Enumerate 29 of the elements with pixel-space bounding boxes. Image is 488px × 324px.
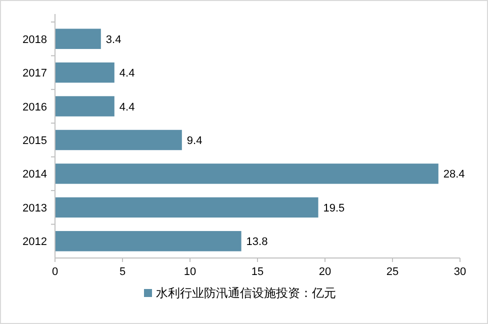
data-label: 28.4: [443, 168, 465, 181]
bar: [55, 197, 318, 218]
data-label: 13.8: [246, 236, 268, 248]
bar: [55, 130, 182, 150]
bar: [55, 62, 114, 83]
data-label: 4.4: [119, 101, 135, 114]
y-tick-label: 2018: [22, 34, 47, 46]
bar: [55, 231, 242, 252]
x-tick-label: 15: [251, 266, 264, 278]
data-label: 4.4: [119, 68, 135, 80]
y-tick-label: 2016: [22, 101, 47, 114]
bar: [55, 164, 438, 184]
y-tick-label: 2012: [22, 236, 47, 248]
legend-label: 水利行业防汛通信设施投资：亿元: [156, 286, 336, 300]
x-tick-label: 30: [454, 266, 466, 278]
x-tick-label: 5: [119, 266, 126, 278]
y-tick-label: 2014: [22, 168, 47, 181]
bar: [55, 96, 114, 116]
x-tick-label: 20: [318, 266, 332, 278]
y-tick-label: 2017: [22, 68, 47, 80]
x-tick-label: 0: [52, 266, 58, 278]
data-label: 19.5: [323, 202, 345, 214]
bar: [55, 28, 101, 49]
y-tick-label: 2015: [22, 135, 47, 147]
x-tick-label: 10: [184, 266, 196, 278]
y-tick-label: 2013: [22, 202, 47, 214]
data-label: 9.4: [186, 135, 202, 147]
x-tick-label: 25: [386, 266, 399, 278]
data-label: 3.4: [106, 34, 122, 46]
